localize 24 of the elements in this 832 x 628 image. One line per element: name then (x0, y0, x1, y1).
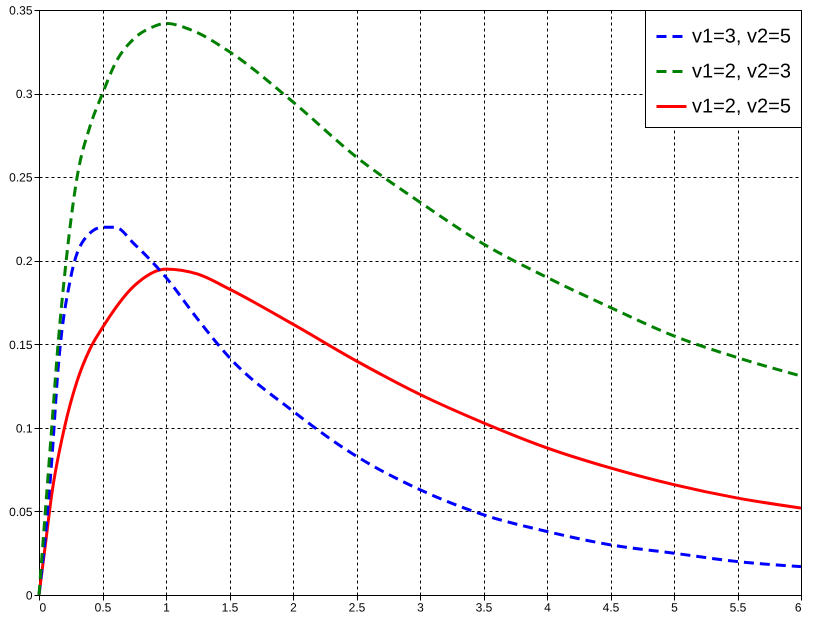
x-tick-label: 5.5 (730, 600, 747, 614)
x-tick-label: 2.5 (348, 600, 366, 614)
legend-label: v1=3, v2=5 (692, 26, 791, 48)
y-tick-label: 0.1 (16, 421, 33, 436)
x-tick-label: 0.5 (94, 600, 112, 614)
y-tick-label: 0.2 (16, 254, 33, 268)
y-tick-label: 0.3 (16, 87, 33, 102)
x-tick-label: 5 (671, 600, 678, 614)
y-tick-label: 0.05 (9, 504, 33, 519)
x-tick-label: 0 (40, 600, 46, 614)
y-tick-label: 0.25 (9, 170, 33, 185)
x-tick-label: 3 (417, 600, 424, 614)
x-tick-label: 1.5 (222, 600, 239, 614)
legend-label: v1=2, v2=3 (692, 60, 791, 82)
y-tick-label: 0.35 (9, 4, 33, 18)
y-tick-label: 0 (26, 588, 33, 602)
y-tick-label: 0.15 (9, 338, 33, 352)
x-tick-label: 4.5 (602, 600, 620, 614)
x-tick-label: 6 (794, 600, 802, 614)
x-tick-label: 1 (163, 600, 170, 614)
legend-label: v1=2, v2=5 (692, 96, 791, 118)
x-tick-label: 3.5 (476, 600, 493, 614)
x-tick-label: 4 (544, 600, 552, 614)
x-tick-label: 2 (290, 600, 298, 614)
